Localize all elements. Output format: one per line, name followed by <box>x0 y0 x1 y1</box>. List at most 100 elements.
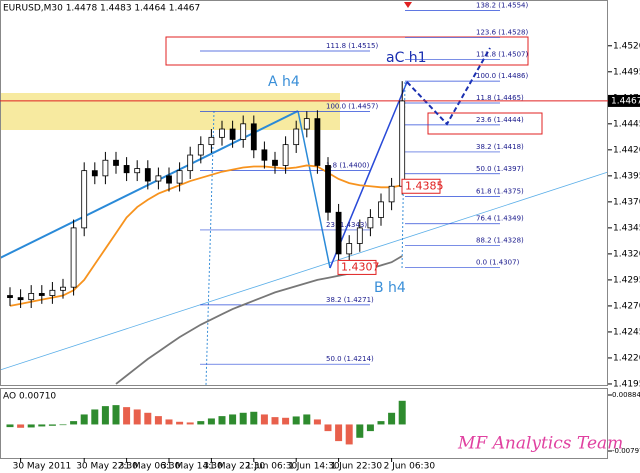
vertical-guide <box>401 81 406 271</box>
ao-bar <box>218 416 226 425</box>
candle-body <box>335 211 342 255</box>
ao-bar <box>144 412 152 425</box>
ao-bar <box>176 421 184 425</box>
trend-line <box>0 110 299 259</box>
candle-body <box>70 227 77 288</box>
ao-bar <box>48 424 56 426</box>
header: EURUSD,M30 1.4478 1.4483 1.4464 1.4467 <box>3 4 200 14</box>
y-tick-label: 1.4520 <box>613 41 640 51</box>
ao-bar <box>197 421 205 425</box>
x-tick-label: 1 Jun 06:30 <box>246 462 298 472</box>
candle-body <box>356 227 363 244</box>
candle-body <box>7 295 13 298</box>
candle-body <box>367 217 374 229</box>
ao-bar <box>70 421 78 425</box>
watermark: MF Analytics Team <box>457 434 623 454</box>
target-box <box>427 112 543 135</box>
ao-bar <box>345 424 353 445</box>
y-tick-label: 1.4245 <box>613 327 640 337</box>
price-mark: 1.4307 <box>341 260 380 273</box>
candle-body <box>197 144 204 156</box>
price-mark-box <box>401 178 441 194</box>
candle-body <box>272 159 278 166</box>
price-mark-box <box>337 259 377 275</box>
ao-bar <box>260 414 268 425</box>
ao-bar <box>366 424 374 432</box>
fib-label: 100.0 (1.4486) <box>476 72 528 80</box>
x-tick-label: 31 May 14:30 <box>161 462 223 472</box>
projection <box>406 47 491 126</box>
ao-title: AO 0.00710 <box>3 392 56 402</box>
x-tick-label: 30 May 22:30 <box>76 462 138 472</box>
candle-body <box>388 185 395 203</box>
candle-body <box>17 297 24 301</box>
moving-average <box>9 164 403 307</box>
ao-bar <box>59 424 67 426</box>
ao-bar <box>229 414 237 425</box>
ao-bar <box>80 414 88 425</box>
ao-bar <box>17 424 25 428</box>
fib-label: 1.8 (1.4400) <box>326 162 370 170</box>
x-tick-label: 31 May 22:30 <box>203 462 265 472</box>
ao-bar <box>101 406 109 425</box>
candle-body <box>91 170 98 177</box>
fib-label: 123.6 (1.4528) <box>476 28 528 36</box>
candle-body <box>293 128 300 146</box>
candle-body <box>49 289 56 296</box>
candle-body <box>208 136 215 146</box>
candle-body <box>187 154 194 172</box>
trend-line <box>0 171 609 371</box>
candle-body <box>282 144 289 166</box>
y-tick-label: 1.4370 <box>613 197 640 207</box>
candle-body <box>261 149 268 161</box>
annotation: A h4 <box>268 74 300 90</box>
price-tag-label: 1.4467 <box>611 96 640 106</box>
candle-body <box>144 168 151 182</box>
fib-label: 111.8 (1.4507) <box>476 50 528 58</box>
ao-bar <box>154 416 162 425</box>
ao-bar <box>207 418 215 425</box>
y-tick-label: 1.4320 <box>613 249 640 259</box>
candle-body <box>378 201 384 218</box>
wave-line <box>297 110 331 269</box>
vertical-guide <box>205 110 215 386</box>
ao-bar <box>91 409 99 425</box>
fib-label: 38.2 (1.4418) <box>476 143 524 151</box>
candle-body <box>399 100 406 187</box>
candle-body <box>303 118 310 130</box>
candle-body <box>314 118 321 166</box>
x-tick-label: 2 Jun 06:30 <box>384 462 436 472</box>
candle-body <box>60 286 66 291</box>
candle-body <box>81 170 88 229</box>
fib-label: 50.0 (1.4397) <box>476 165 524 173</box>
ao-frame <box>0 388 608 459</box>
wave-line <box>329 81 408 269</box>
x-tick-label: 31 May 06:30 <box>119 462 181 472</box>
y-tick-label: 1.4495 <box>613 67 640 77</box>
fib-label: 38.2 (1.4271) <box>326 296 374 304</box>
ao-bar <box>112 405 120 425</box>
y-tick-label: 1.4445 <box>613 119 640 129</box>
x-tick-label: 1 Jun 14:30 <box>288 462 340 472</box>
y-tick-label: 1.4395 <box>613 171 640 181</box>
fib-label: 111.8 (1.4515) <box>326 42 378 50</box>
candle-body <box>113 159 119 166</box>
candle-body <box>166 175 172 184</box>
candle-body <box>219 128 225 138</box>
y-tick-label: 1.4195 <box>613 379 640 389</box>
fib-label: 23 (1.4343) <box>326 221 367 229</box>
x-tick-label: 30 May 2011 <box>13 462 72 472</box>
ao-bar <box>27 424 35 428</box>
ao-bar <box>377 421 385 425</box>
y-tick-label: 1.4420 <box>613 145 640 155</box>
y-tick-label: -0.00797 <box>612 447 640 455</box>
annotation: B h4 <box>374 280 406 296</box>
price-mark: 1.4385 <box>405 179 444 192</box>
ao-bar <box>335 424 343 442</box>
ao-bar <box>38 424 46 427</box>
annotation: aC h1 <box>386 50 427 66</box>
ao-bar <box>398 400 406 425</box>
ao-bar <box>133 409 141 425</box>
